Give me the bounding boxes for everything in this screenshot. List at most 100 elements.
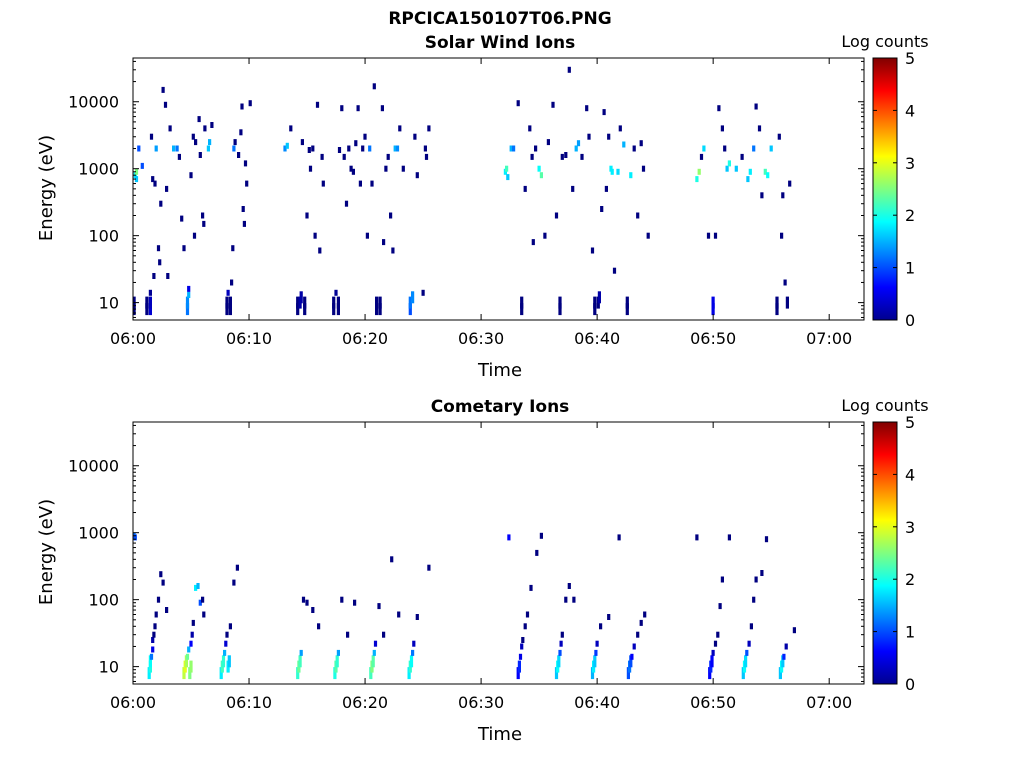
heatmap-cell [361,145,365,152]
heatmap-cell [228,296,232,309]
heatmap-cell [727,160,731,167]
heatmap-cell [296,667,300,680]
heatmap-cell [369,667,373,680]
heatmap-cell [646,232,650,239]
y-tick-label: 10 [99,658,119,677]
heatmap-cell [149,653,154,660]
heatmap-cell [134,168,139,175]
heatmap-cell [353,599,357,606]
heatmap-cell [397,611,401,618]
heatmap-cell [413,133,417,140]
axes: 06:00 06:10 06:20 06:30 06:40 06:50 07:00 10 100… [68,421,865,712]
heatmap-cell [225,631,229,638]
heatmap-cell [695,176,699,183]
colorbar-label: Log counts [841,396,928,415]
heatmap-cell [148,655,152,668]
heatmap-cell [505,165,509,172]
heatmap-cell [393,145,397,152]
heatmap-cell [228,623,232,630]
heatmap-cell [145,296,149,309]
heatmap-cell [382,239,386,246]
heatmap-cell [518,653,523,660]
heatmap-cell [744,655,748,668]
heatmap-cell [539,172,543,179]
heatmap-cell [191,619,195,626]
heatmap-cell [639,619,643,626]
heatmap-cell [560,153,564,160]
heatmap-cell [610,168,614,175]
heatmap-cell [389,212,393,219]
heatmap-cell [752,596,756,603]
heatmap-cell [333,667,337,680]
y-axis-label: Energy (eV) [36,135,57,241]
heatmap-cell [336,296,340,309]
heatmap-cell [523,623,527,630]
heatmap-cell [529,584,533,591]
heatmap-cell [507,534,511,541]
heatmap-cell [158,259,162,266]
heatmap-cell [616,168,620,175]
heatmap-cell [206,145,210,152]
heatmap-cell [587,133,591,140]
heatmap-cell [168,125,172,132]
colorbar-tick-label: 2 [905,570,915,589]
heatmap-cell [147,667,151,680]
heatmap-cell [600,206,604,212]
heatmap-cell [607,133,611,140]
heatmap-cell [317,623,321,630]
heatmap-cell [643,611,647,618]
heatmap-cell [792,627,796,634]
heatmap-cell [783,279,787,286]
colorbar: 0 1 2 3 4 5 [872,413,915,694]
colorbar-tick-label: 1 [905,259,915,278]
heatmap-cell [210,122,214,128]
colorbar-gradient [872,57,898,321]
heatmap-cell [152,631,156,638]
x-tick-label: 06:20 [342,329,388,348]
heatmap-cell [604,185,608,192]
heatmap-cell [636,631,640,638]
x-tick-label: 06:30 [458,693,504,712]
heatmap-cell [516,100,520,107]
heatmap-cell [551,101,555,108]
x-tick-label: 06:50 [690,693,736,712]
heatmap-cell [564,152,568,158]
heatmap-cell [408,303,412,316]
heatmap-cell [784,643,788,650]
heatmap-cell [595,640,599,647]
heatmap-cell [180,215,184,222]
heatmap-cell [197,116,201,123]
heatmap-cell [305,212,309,219]
heatmap-cell [161,579,165,586]
heatmap-cell [602,109,606,116]
heatmap-cell [221,655,226,668]
heatmap-cell [224,640,228,647]
heatmap-cell [781,655,785,668]
heatmap-cell [567,66,571,73]
heatmap-cell [395,145,400,152]
heatmap-cell [231,245,235,252]
heatmap-cell [320,153,324,160]
heatmap-cell [706,232,711,239]
heatmap-cell [298,655,302,668]
heatmap-cell [149,133,154,140]
heatmap-cell [370,180,374,187]
heatmap-cell [177,153,181,160]
heatmap-cell [415,614,419,620]
heatmap-cell [757,125,762,132]
x-axis-label: Time [477,360,522,381]
heatmap-cell [517,660,521,673]
heatmap-cell [520,643,524,650]
heatmap-cells [132,532,796,680]
heatmap-cell [154,611,158,618]
x-tick-label: 06:40 [574,693,620,712]
heatmap-cell [543,232,547,239]
heatmap-cell [384,165,388,172]
heatmap-cell [629,172,633,179]
heatmap-cell [182,245,186,252]
heatmap-cell [523,185,527,192]
heatmap-cell [296,303,300,316]
heatmap-cell [354,140,358,147]
heatmap-cell [283,145,287,152]
heatmap-cell [332,303,336,316]
